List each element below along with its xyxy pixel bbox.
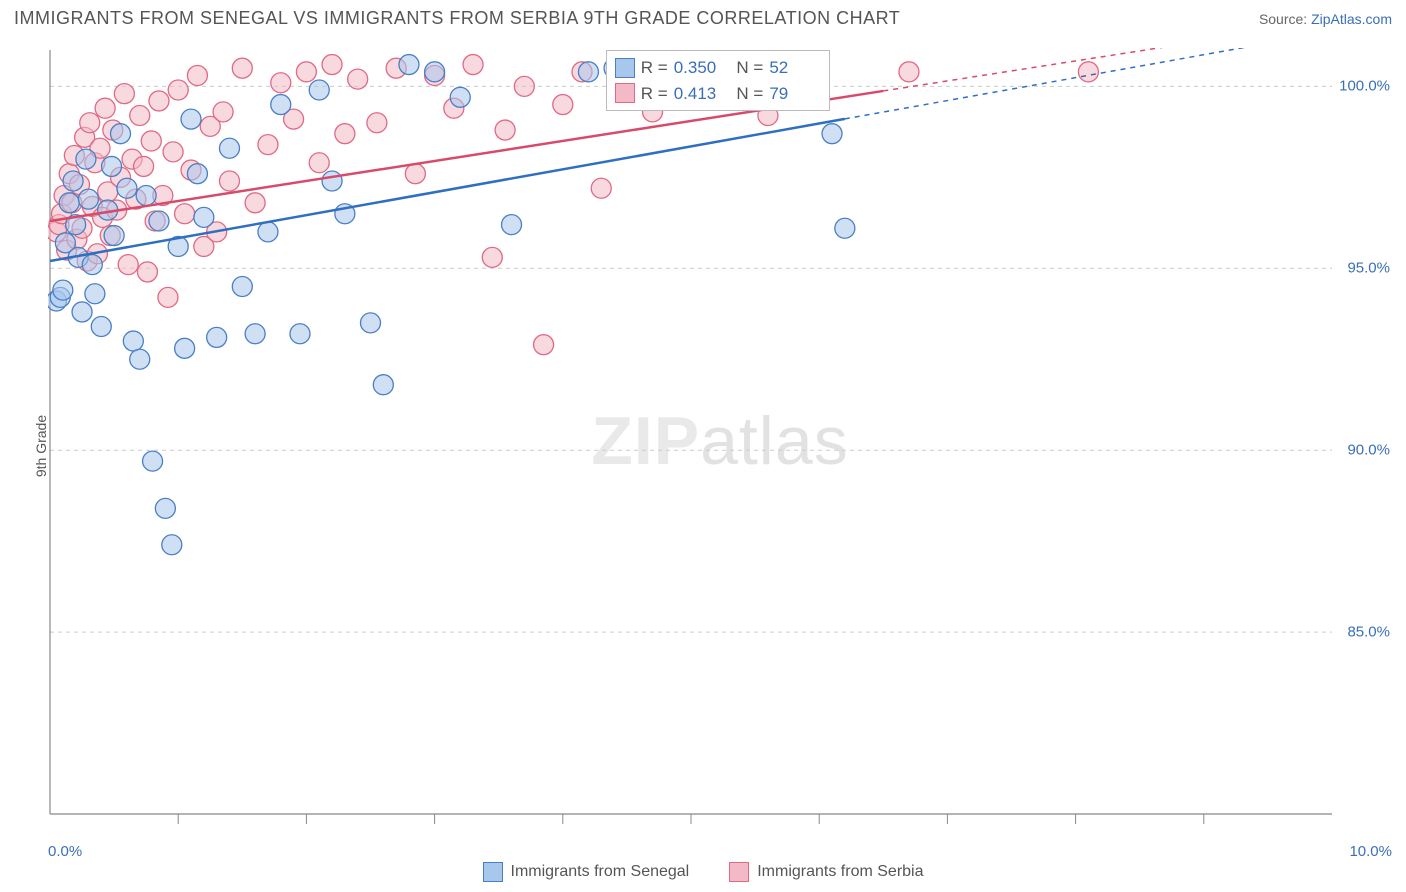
correlation-stats-box: R = 0.350 N = 52 R = 0.413 N = 79 xyxy=(606,50,831,111)
scatter-chart-svg xyxy=(48,48,1392,834)
source-attribution: Source: ZipAtlas.com xyxy=(1259,11,1392,27)
stats-n-label: N = xyxy=(732,81,764,107)
y-tick-label: 95.0% xyxy=(1343,260,1394,277)
serbia-swatch-icon xyxy=(615,83,635,103)
legend-swatch-icon xyxy=(729,862,749,882)
legend-label: Immigrants from Senegal xyxy=(511,863,690,881)
stats-r-label: R = xyxy=(641,81,668,107)
legend-item: Immigrants from Serbia xyxy=(729,862,923,882)
legend-label: Immigrants from Serbia xyxy=(757,863,923,881)
stats-n-label: N = xyxy=(732,55,764,81)
legend-item: Immigrants from Senegal xyxy=(483,862,690,882)
y-axis-label: 9th Grade xyxy=(33,415,49,477)
x-axis-min-label: 0.0% xyxy=(48,843,82,860)
y-tick-label: 100.0% xyxy=(1335,78,1394,95)
source-prefix: Source: xyxy=(1259,11,1311,27)
stats-r-label: R = xyxy=(641,55,668,81)
chart-area: ZIPatlas R = 0.350 N = 52 R = 0.413 N = … xyxy=(48,48,1392,834)
stats-row-senegal: R = 0.350 N = 52 xyxy=(615,55,822,81)
stats-n-value: 79 xyxy=(769,81,821,107)
source-link[interactable]: ZipAtlas.com xyxy=(1311,11,1392,27)
stats-r-value: 0.413 xyxy=(674,81,726,107)
legend: Immigrants from Senegal Immigrants from S… xyxy=(0,862,1406,882)
x-axis-max-label: 10.0% xyxy=(1349,843,1392,860)
senegal-swatch-icon xyxy=(615,58,635,78)
y-tick-label: 85.0% xyxy=(1343,624,1394,641)
stats-r-value: 0.350 xyxy=(674,55,726,81)
chart-title: IMMIGRANTS FROM SENEGAL VS IMMIGRANTS FR… xyxy=(14,8,900,29)
legend-swatch-icon xyxy=(483,862,503,882)
stats-row-serbia: R = 0.413 N = 79 xyxy=(615,81,822,107)
stats-n-value: 52 xyxy=(769,55,821,81)
y-tick-label: 90.0% xyxy=(1343,442,1394,459)
